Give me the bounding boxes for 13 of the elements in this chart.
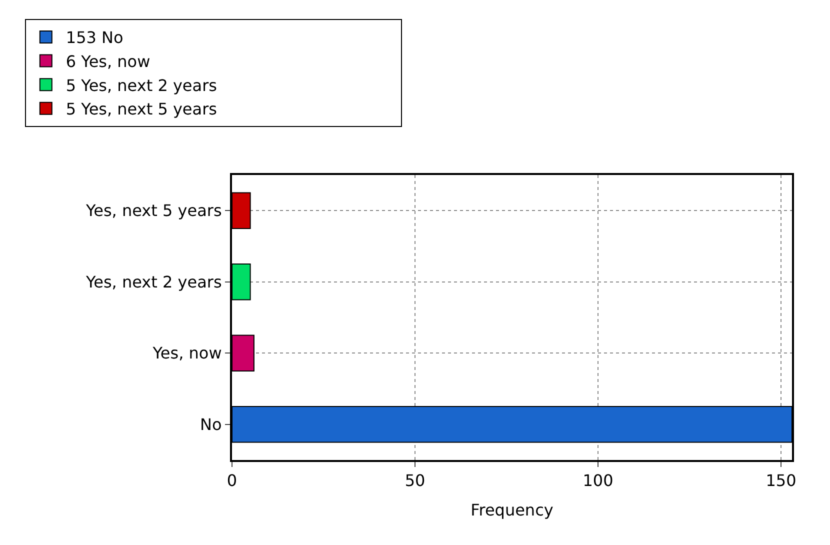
- x-axis-title: Frequency: [470, 500, 554, 520]
- legend-label: 6 Yes, now: [66, 52, 150, 72]
- legend-label: 5 Yes, next 5 years: [66, 100, 217, 119]
- x-tick-label: 100: [582, 471, 614, 490]
- x-tick-label: 0: [226, 471, 238, 490]
- legend-label: 153 No: [66, 28, 124, 48]
- x-tick-label: 50: [404, 471, 426, 490]
- y-tick-label: Yes, now: [152, 344, 222, 363]
- legend-label: 5 Yes, next 2 years: [66, 76, 217, 95]
- y-tick-label: No: [200, 414, 222, 434]
- x-tick-label: 150: [766, 471, 796, 490]
- y-tick-label: Yes, next 5 years: [84, 201, 222, 220]
- y-tick-label: Yes, next 2 years: [84, 272, 222, 292]
